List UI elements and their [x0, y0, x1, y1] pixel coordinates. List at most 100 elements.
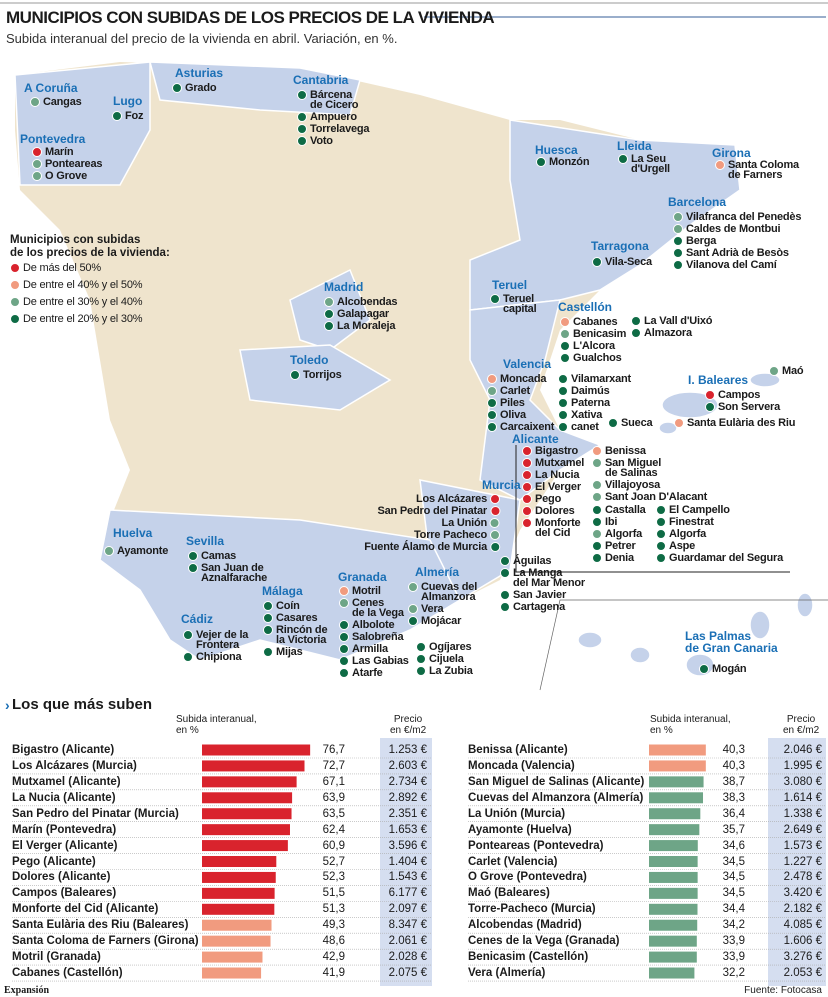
town-name: Santa Eulària des Riu [687, 417, 796, 429]
town: Ogíjares [416, 642, 472, 653]
region-label: Murcia [482, 478, 521, 492]
town-marker [500, 590, 510, 600]
town-name: Denia [605, 552, 634, 564]
town: La Nucia [522, 470, 579, 481]
town-marker [263, 647, 273, 657]
town-name: Pego [535, 493, 562, 505]
town-name: Las Gabias [352, 655, 409, 667]
region-label: Teruel [492, 278, 528, 292]
town-name: Marín [45, 146, 74, 158]
town-name: Mijas [276, 646, 303, 658]
town: Ayamonte [104, 546, 168, 557]
row-name: Ponteareas (Pontevedra) [468, 839, 604, 852]
town: Camas [188, 551, 236, 562]
row-change: 62,4 [322, 823, 345, 836]
town-name: Algorfa [605, 528, 643, 540]
town-marker [188, 551, 198, 561]
column-header: Precio en €/m2 [783, 714, 820, 736]
town-marker [522, 506, 532, 516]
town: Águilas [500, 556, 552, 567]
row-change: 60,9 [322, 839, 345, 852]
legend-item: De entre el 30% y el 40% [10, 297, 143, 308]
town: Chipiona [183, 652, 242, 663]
town-name: Santa Coloma de Farners [728, 159, 799, 181]
town-name: Cartagena [513, 601, 565, 613]
town-name: El Verger [535, 481, 581, 493]
town-marker [558, 386, 568, 396]
town-marker [172, 83, 182, 93]
town: Vilafranca del Penedès [673, 212, 801, 223]
legend-swatch [10, 314, 20, 324]
row-change: 51,3 [322, 903, 345, 916]
town-name: Sant Adrià de Besòs [686, 247, 789, 259]
town-marker [183, 652, 193, 662]
town-name: Mojácar [421, 615, 462, 627]
town-marker [188, 563, 198, 573]
town-marker [656, 517, 666, 527]
town: Paterna [558, 398, 610, 409]
town-name: Vejer de la Frontera [196, 629, 249, 651]
town: Vera [408, 603, 444, 615]
bar [649, 919, 698, 931]
town-marker [416, 642, 426, 652]
row-change: 34,5 [722, 855, 745, 868]
town: La Moraleja [324, 321, 396, 332]
bar [649, 744, 706, 756]
bar [202, 887, 275, 899]
row-change: 36,4 [722, 807, 745, 820]
town-marker [558, 410, 568, 420]
row-name: Campos (Baleares) [12, 887, 117, 900]
town-name: Sueca [621, 417, 653, 429]
title: MUNICIPIOS CON SUBIDAS DE LOS PRECIOS DE… [6, 8, 495, 27]
town: El Campello [656, 505, 730, 516]
town-marker [560, 317, 570, 327]
town-marker [324, 321, 334, 331]
town-marker [656, 529, 666, 539]
town: Casares [263, 613, 318, 624]
legend-swatch [10, 263, 20, 273]
town-marker [339, 668, 349, 678]
town-name: Gualchos [573, 352, 622, 364]
town-name: Campos [718, 389, 761, 401]
town-marker [673, 212, 683, 222]
town: Mojácar [408, 615, 462, 627]
row-name: Santa Coloma de Farners (Girona) [12, 935, 199, 948]
town-marker [674, 418, 684, 428]
town: Carlet [487, 386, 530, 397]
town: Carcaixent [487, 422, 554, 433]
bar [649, 887, 698, 899]
town-marker [263, 613, 273, 623]
town-marker [522, 470, 532, 480]
town-name: Finestrat [669, 516, 714, 528]
town-name: Albolote [352, 619, 395, 631]
town-name: Teruel capital [503, 293, 537, 315]
bar [202, 919, 272, 931]
town: La Unión [442, 518, 500, 529]
row-name: Cenes de la Vega (Granada) [468, 935, 620, 948]
bar [649, 935, 697, 947]
bar [202, 760, 305, 772]
town-name: Vera [421, 603, 444, 615]
town: Daimús [558, 386, 610, 397]
town-marker [490, 494, 500, 504]
town-marker [656, 505, 666, 515]
town-name: Los Alcázares [416, 493, 487, 505]
town-name: Maó [782, 365, 804, 377]
region-label: Alicante [512, 432, 559, 446]
town-marker [673, 248, 683, 258]
region-label: Huesca [535, 143, 578, 157]
town-marker [592, 458, 602, 468]
row-price: 1.253 € [388, 744, 427, 756]
town-name: L'Alcora [573, 340, 615, 352]
town-marker [631, 328, 641, 338]
town-name: Bigastro [535, 445, 579, 457]
town-marker [339, 632, 349, 642]
town: Las Gabias [339, 655, 409, 667]
town: O Grove [32, 171, 87, 182]
town: San Miguel de Salinas [592, 458, 661, 479]
town-name: Oliva [500, 409, 526, 421]
bar [649, 824, 700, 836]
town-name: Cuevas del Almanzora [421, 581, 478, 603]
town-marker [673, 260, 683, 270]
town: Mijas [263, 646, 303, 658]
